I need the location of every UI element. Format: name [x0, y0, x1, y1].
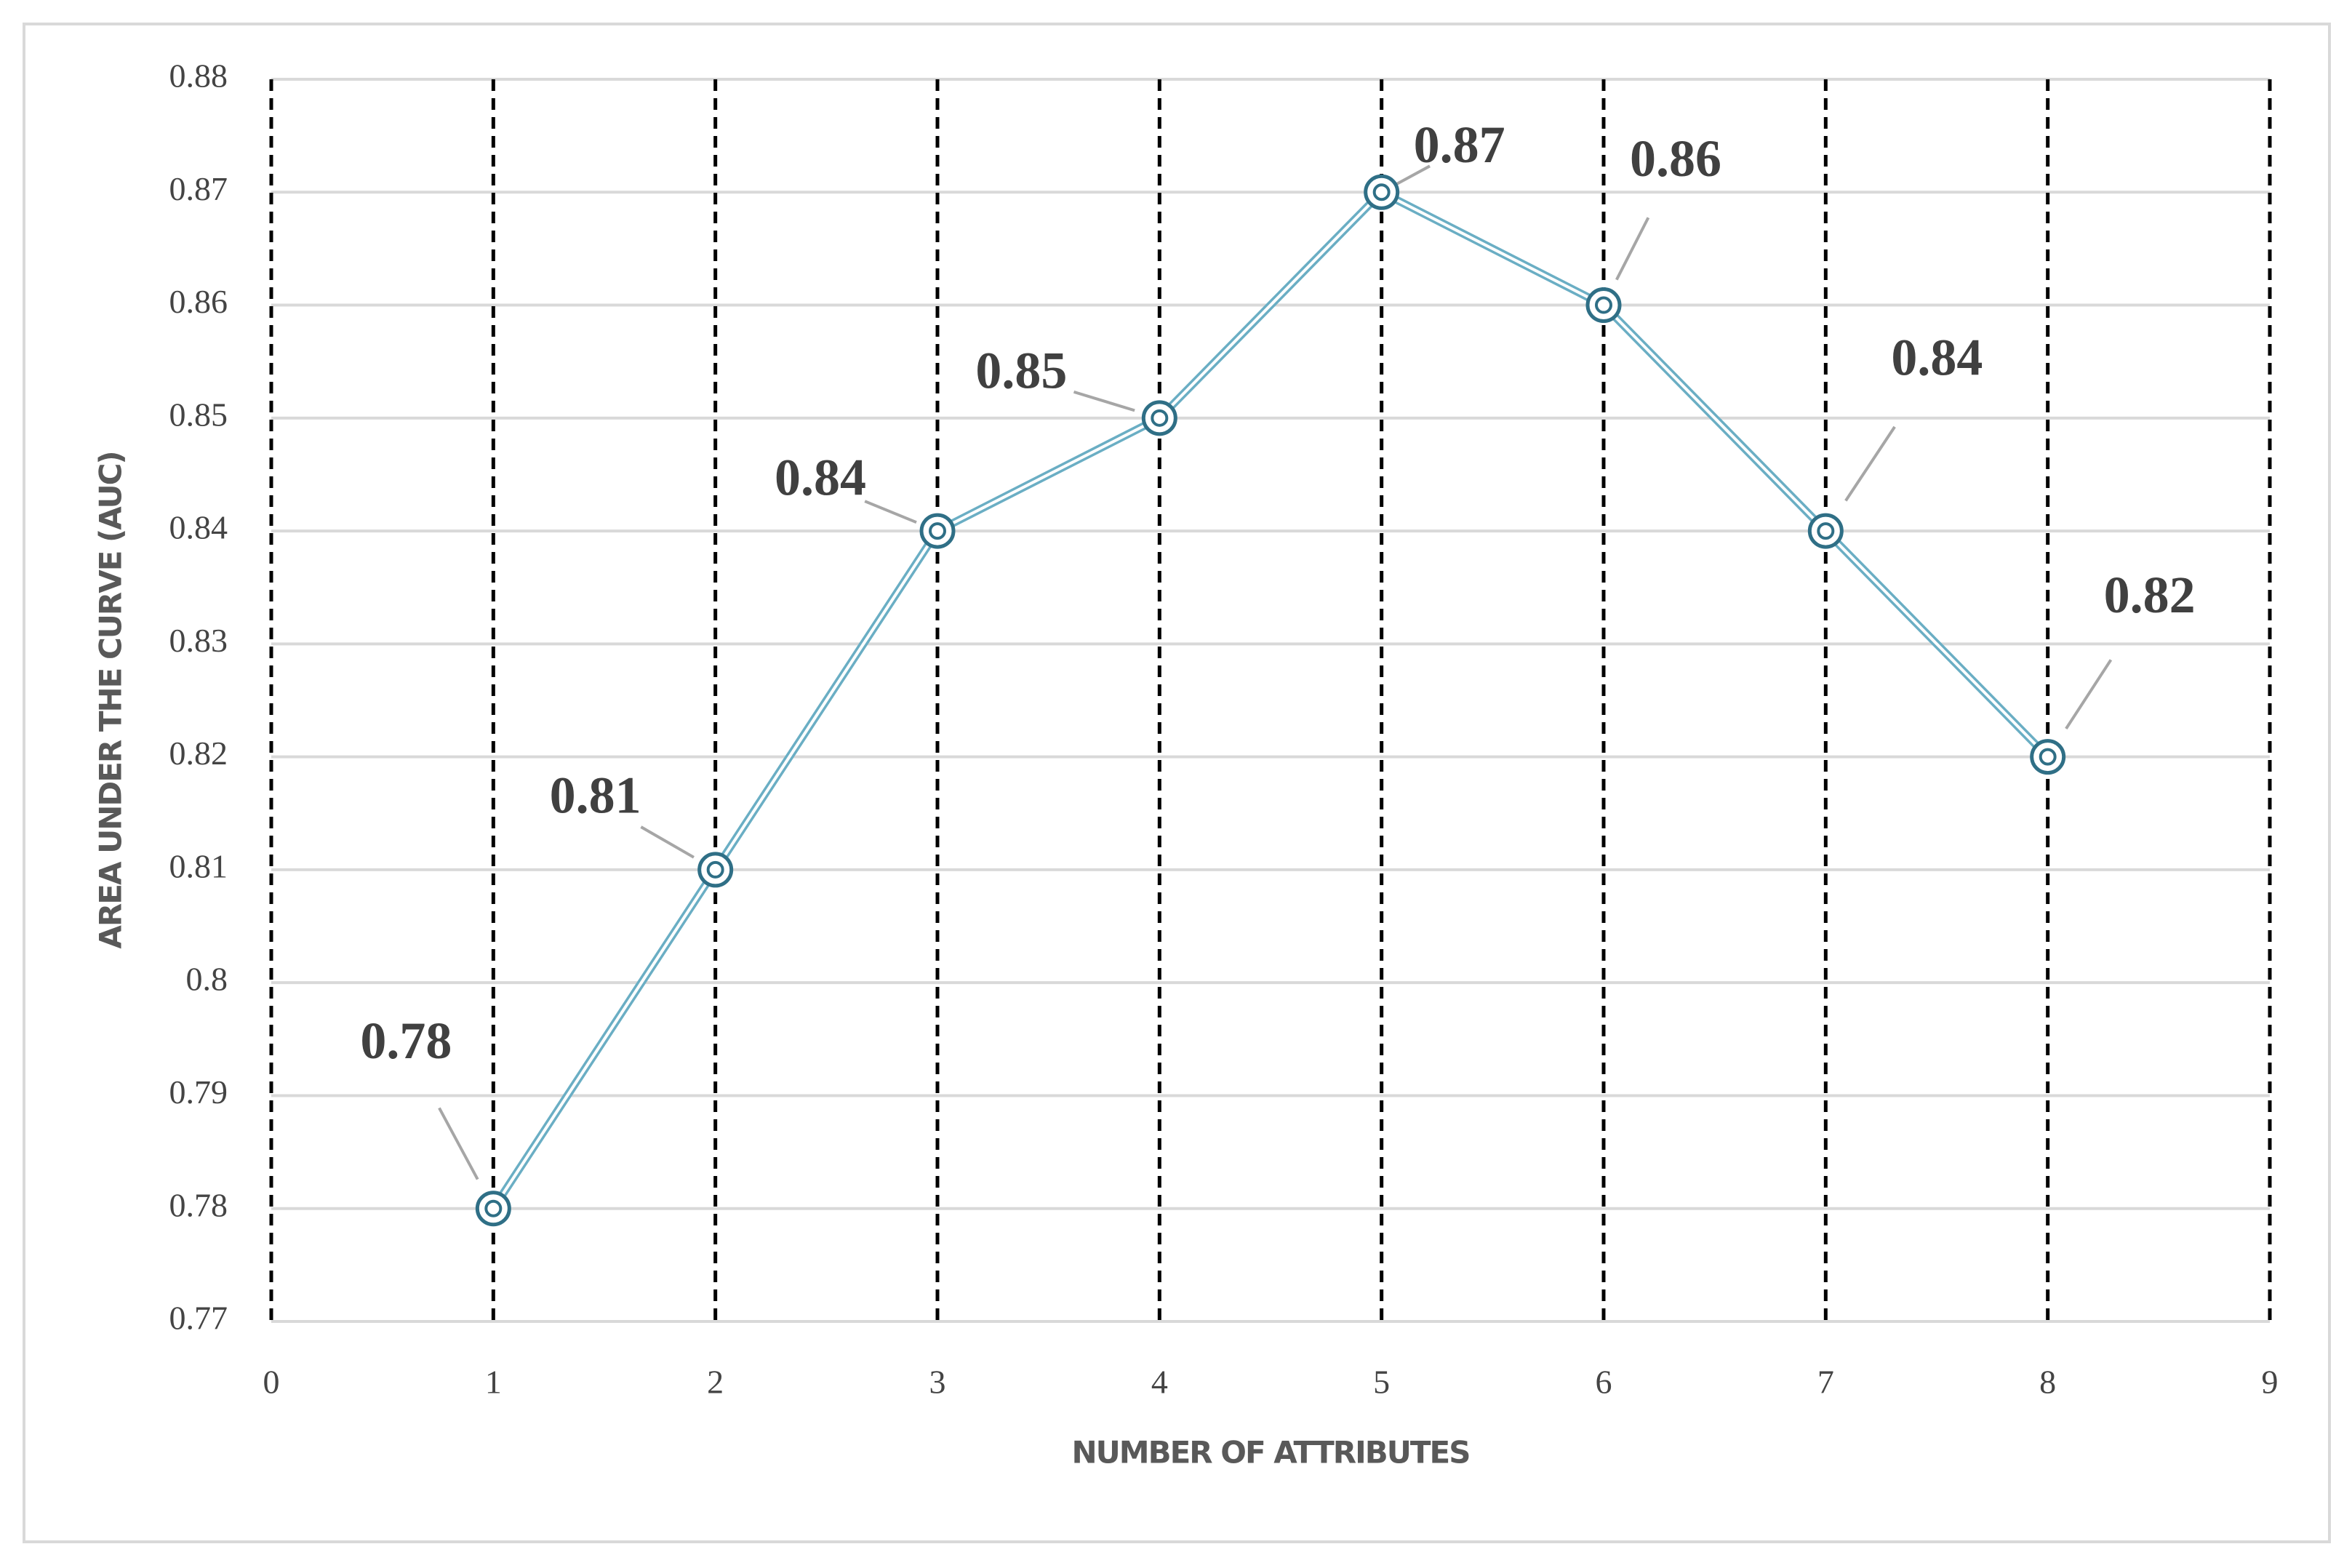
- marker-inner: [929, 522, 946, 540]
- marker-inner: [1817, 522, 1835, 540]
- leader-line: [1073, 390, 1135, 412]
- y-axis-title: AREA UNDER THE CURVE (AUC): [93, 452, 129, 948]
- marker-inner: [1595, 296, 1612, 314]
- data-label: 0.78: [360, 1012, 452, 1070]
- y-tick-label: 0.83: [169, 622, 228, 659]
- marker-inner: [484, 1199, 503, 1217]
- line-inner: [492, 191, 2049, 1209]
- marker: [2030, 739, 2066, 775]
- y-tick-label: 0.85: [169, 396, 228, 433]
- leader-line: [1615, 217, 1650, 281]
- x-axis-title: NUMBER OF ATTRIBUTES: [1072, 1435, 1470, 1471]
- x-tick-label: 9: [2262, 1364, 2279, 1401]
- marker: [475, 1191, 511, 1227]
- marker-inner: [706, 860, 724, 879]
- x-tick-label: 2: [707, 1364, 724, 1401]
- x-tick-label: 8: [2039, 1364, 2056, 1401]
- leader-line: [864, 500, 917, 524]
- y-tick-label: 0.88: [169, 57, 228, 95]
- marker: [1807, 513, 1844, 549]
- data-label: 0.85: [975, 341, 1067, 399]
- y-tick-label: 0.84: [169, 509, 228, 546]
- marker: [1585, 287, 1622, 324]
- marker: [1364, 174, 1400, 210]
- y-tick-label: 0.81: [169, 847, 228, 884]
- marker: [1141, 400, 1177, 436]
- x-tick-label: 6: [1596, 1364, 1612, 1401]
- data-label: 0.84: [1891, 329, 1983, 387]
- leader-line: [640, 825, 695, 859]
- x-tick-label: 4: [1151, 1364, 1168, 1401]
- x-tick-label: 7: [1817, 1364, 1834, 1401]
- marker-inner: [2039, 748, 2057, 766]
- y-tick-label: 0.79: [169, 1073, 228, 1111]
- y-tick-label: 0.82: [169, 735, 228, 772]
- y-tick-label: 0.78: [169, 1186, 228, 1223]
- x-tick-label: 3: [929, 1364, 946, 1401]
- marker-inner: [1372, 183, 1391, 201]
- marker: [697, 852, 734, 888]
- leader-line: [1844, 425, 1896, 502]
- y-tick-label: 0.87: [169, 170, 228, 207]
- leader-line: [1394, 164, 1431, 186]
- data-label: 0.82: [2104, 566, 2196, 624]
- marker-inner: [1151, 409, 1169, 427]
- data-label: 0.86: [1630, 129, 1721, 188]
- chart-border: [23, 23, 2331, 1543]
- marker: [919, 513, 956, 549]
- data-label: 0.81: [550, 766, 641, 824]
- y-tick-label: 0.8: [186, 961, 228, 998]
- x-tick-label: 0: [263, 1364, 280, 1401]
- y-tick-label: 0.77: [169, 1300, 228, 1337]
- leader-line: [2065, 659, 2113, 730]
- x-tick-label: 5: [1373, 1364, 1390, 1401]
- y-tick-label: 0.86: [169, 283, 228, 320]
- data-label: 0.87: [1414, 116, 1505, 174]
- x-tick-label: 1: [485, 1364, 502, 1401]
- data-label: 0.84: [775, 449, 866, 507]
- leader-line: [438, 1107, 479, 1180]
